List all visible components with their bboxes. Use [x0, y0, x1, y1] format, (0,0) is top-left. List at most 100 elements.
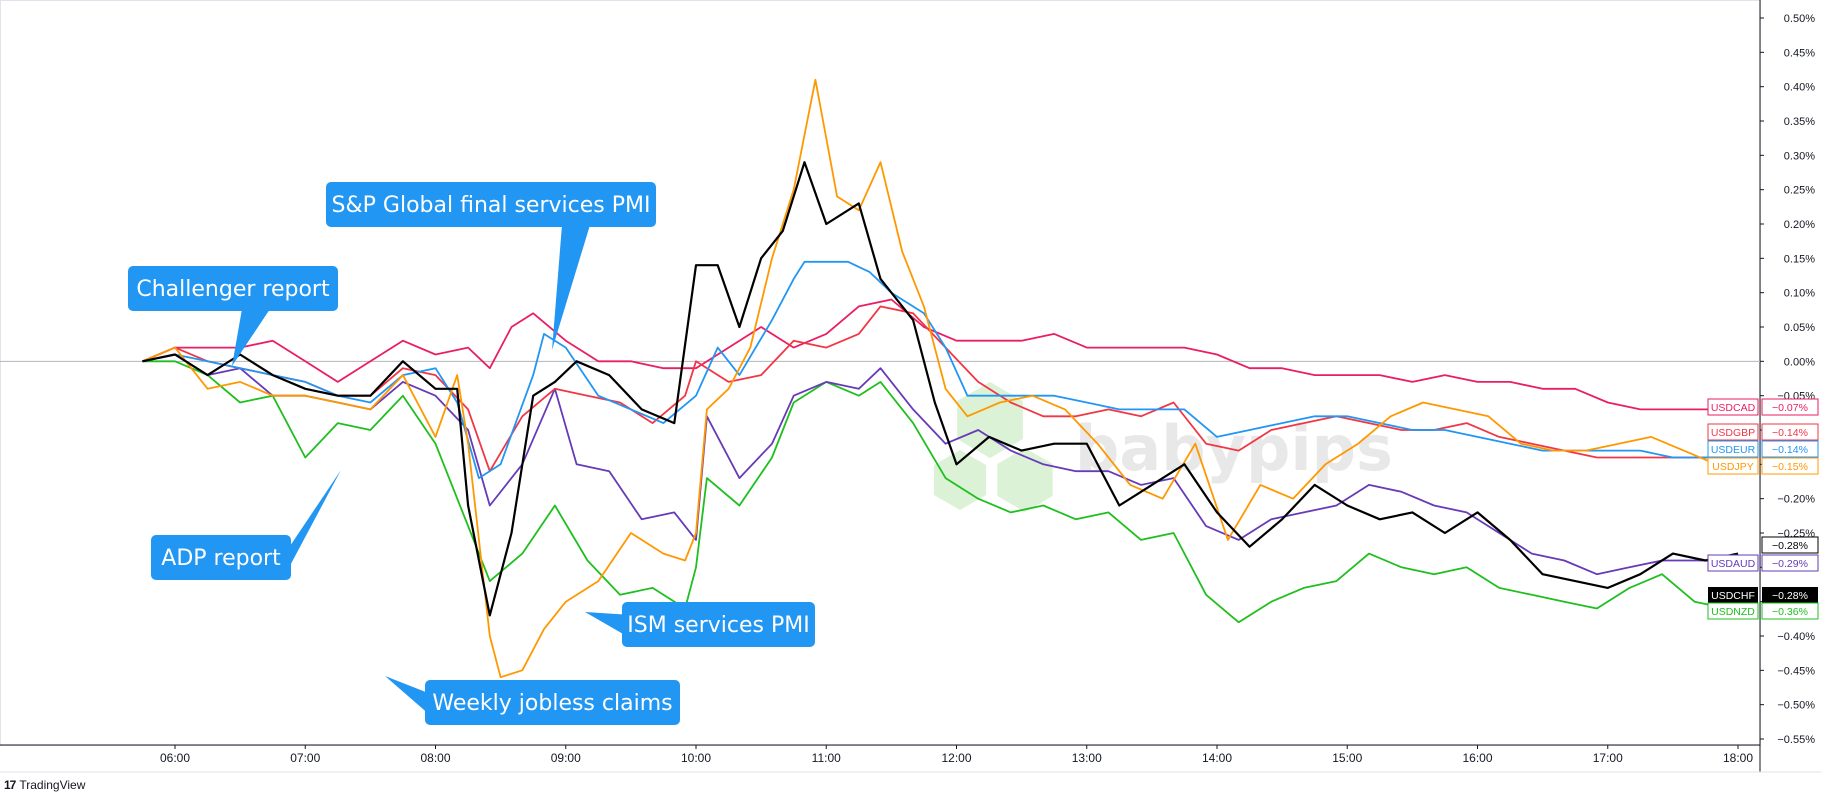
babypips-watermark: babypips [934, 382, 1393, 512]
y-tick-label: 0.05% [1784, 322, 1815, 334]
tag-usdjpy: USDJPY −0.15% [1707, 457, 1819, 475]
tag-value-box [1762, 587, 1818, 603]
callout-pointer [232, 309, 270, 366]
tag-axis-value: −0.28% [1772, 540, 1808, 552]
event-callouts: Challenger report S&P Global final servic… [128, 182, 815, 725]
tag-usdaud: USDAUD −0.29% [1707, 554, 1819, 572]
tag-value: −0.14% [1772, 427, 1808, 439]
callout-label: Weekly jobless claims [432, 691, 672, 716]
tag-usdgbp: USDGBP −0.14% [1707, 423, 1819, 441]
tag-axis-box [1761, 536, 1819, 554]
series-line-usdcad [142, 298, 1738, 411]
x-tick-label: 16:00 [1462, 751, 1492, 765]
y-tick-label: 0.25% [1784, 185, 1815, 197]
x-tick-label: 13:00 [1072, 751, 1102, 765]
y-tick-label: −0.45% [1777, 665, 1815, 677]
series-line-usdnzd [142, 360, 1738, 624]
tag-value-box [1761, 457, 1819, 475]
y-tick-label: 0.50% [1784, 13, 1815, 25]
y-tick-label: 0.00% [1784, 356, 1815, 368]
tag-name-box [1707, 440, 1759, 458]
callout-pointer [552, 225, 590, 350]
y-tick-label: −0.20% [1777, 494, 1815, 506]
y-tick-label: 0.15% [1784, 253, 1815, 265]
x-tick-label: 14:00 [1202, 751, 1232, 765]
tag-usdnzd: USDNZD −0.36% [1707, 602, 1819, 620]
chart-frame [0, 0, 1821, 773]
plot-area [0, 0, 1761, 746]
series-line-usdjpy [142, 78, 1738, 679]
x-tick-label: 08:00 [420, 751, 450, 765]
callout-label: Challenger report [136, 277, 330, 302]
x-axis[interactable]: 06:00 07:00 08:00 09:00 10:00 11:00 12:00 13:00… [160, 745, 1753, 765]
x-tick-label: 15:00 [1332, 751, 1362, 765]
callout: ADP report [151, 470, 341, 580]
tag-value-box [1761, 554, 1819, 572]
tag-value-box [1761, 398, 1819, 416]
y-tick-label: −0.50% [1777, 700, 1815, 712]
tag-name-box [1707, 602, 1759, 620]
tag-value: −0.14% [1772, 444, 1808, 456]
x-tick-label: 18:00 [1723, 751, 1753, 765]
tag-usdcad: USDCAD −0.07% [1707, 398, 1819, 416]
series-line-usdeur [142, 260, 1738, 479]
tag-name-box [1707, 423, 1759, 441]
x-tick-label: 07:00 [290, 751, 320, 765]
y-tick-label: 0.20% [1784, 219, 1815, 231]
tradingview-logo-text: TradingView [19, 778, 86, 792]
tag-name: USDAUD [1711, 558, 1756, 570]
callout-box [425, 680, 680, 725]
tag-value: −0.28% [1772, 590, 1808, 602]
y-axis[interactable]: 0.50% 0.45% 0.40% 0.35% 0.30% 0.25% 0.20% 0.15%… [1760, 13, 1815, 746]
callout: S&P Global final services PMI [326, 182, 656, 350]
tag-name-box [1707, 457, 1759, 475]
callout-pointer [585, 612, 624, 635]
callout: ISM services PMI [585, 602, 815, 647]
tag-value-box [1761, 423, 1819, 441]
tag-value: −0.36% [1772, 606, 1808, 618]
tag-name-box [1708, 587, 1758, 603]
callout-label: ADP report [161, 546, 281, 571]
callout: Weekly jobless claims [385, 676, 680, 725]
tag-value-box [1761, 440, 1819, 458]
y-tick-label: 0.30% [1784, 150, 1815, 162]
callout-box [326, 182, 656, 227]
callout-label: S&P Global final services PMI [332, 193, 651, 218]
x-tick-label: 17:00 [1593, 751, 1623, 765]
y-tick-label: 0.10% [1784, 288, 1815, 300]
tag-usdeur: USDEUR −0.14% [1707, 440, 1819, 458]
tag-name: USDJPY [1712, 461, 1753, 473]
x-tick-label: 09:00 [551, 751, 581, 765]
callout-box [622, 602, 815, 647]
y-tick-label: −0.55% [1777, 734, 1815, 746]
tag-name: USDEUR [1711, 444, 1756, 456]
tag-value: −0.29% [1772, 558, 1808, 570]
callout-label: ISM services PMI [627, 613, 809, 638]
y-tick-label: 0.45% [1784, 47, 1815, 59]
tradingview-logo[interactable]: 17 TradingView [4, 778, 85, 792]
tag-value: −0.07% [1772, 402, 1808, 414]
callout-pointer [385, 676, 427, 713]
last-value-tags: USDCAD −0.07%USDGBP −0.14%USDEUR −0.14%USDJ… [1707, 398, 1819, 620]
y-tick-label: −0.40% [1777, 631, 1815, 643]
x-tick-label: 06:00 [160, 751, 190, 765]
tag-name: USDGBP [1711, 427, 1755, 439]
x-tick-label: 10:00 [681, 751, 711, 765]
callout-box [128, 266, 338, 311]
watermark-text: babypips [1075, 412, 1393, 485]
y-tick-label: 0.40% [1784, 82, 1815, 94]
series-layer [142, 78, 1739, 679]
tag-value: −0.15% [1772, 461, 1808, 473]
callout-pointer [289, 470, 341, 568]
y-tick-label: 0.35% [1784, 116, 1815, 128]
tag-name: USDNZD [1711, 606, 1755, 618]
tag-name-box [1707, 398, 1759, 416]
tag-usdchf: USDCHF −0.28% −0.28% [1708, 536, 1819, 603]
callout-box [151, 535, 291, 580]
x-tick-label: 12:00 [941, 751, 971, 765]
tradingview-logo-icon: 17 [4, 778, 16, 792]
series-line-usdaud [142, 353, 1738, 576]
tag-name: USDCAD [1711, 402, 1756, 414]
series-line-usdchf [142, 161, 1739, 617]
